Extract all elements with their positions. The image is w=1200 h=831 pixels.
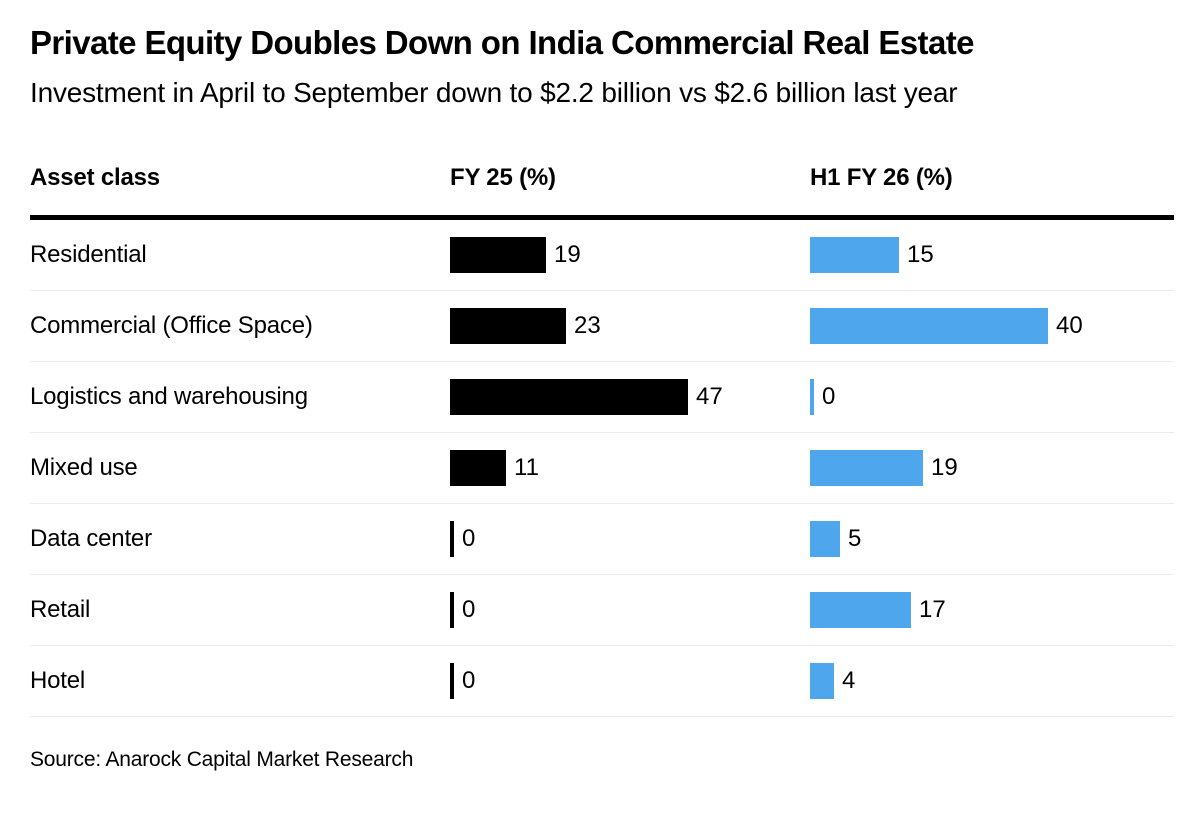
fy25-bar-cell: 19 xyxy=(450,237,810,274)
h1fy26-bar-cell: 4 xyxy=(810,663,1174,700)
h1fy26-value-label: 19 xyxy=(931,454,958,482)
table-row: Logistics and warehousing 47 0 xyxy=(30,362,1174,434)
h1fy26-value-label: 4 xyxy=(842,667,856,695)
h1fy26-bar xyxy=(810,379,814,416)
h1fy26-bar-cell: 15 xyxy=(810,237,1174,274)
h1fy26-value-label: 40 xyxy=(1056,312,1083,340)
h1fy26-value-label: 0 xyxy=(822,383,836,411)
h1fy26-bar-cell: 0 xyxy=(810,379,1174,416)
h1fy26-bar-cell: 17 xyxy=(810,592,1174,629)
fy25-bar-cell: 23 xyxy=(450,308,810,345)
column-header-h1fy26: H1 FY 26 (%) xyxy=(810,164,953,192)
fy25-bar xyxy=(450,379,688,416)
h1fy26-bar-cell: 5 xyxy=(810,521,1174,558)
h1fy26-value-label: 15 xyxy=(907,241,934,269)
h1fy26-bar-cell: 40 xyxy=(810,308,1174,345)
chart-subtitle: Investment in April to September down to… xyxy=(30,76,958,108)
table-row: Commercial (Office Space) 23 40 xyxy=(30,291,1174,363)
table-header-row: Asset class FY 25 (%) H1 FY 26 (%) xyxy=(30,164,1174,221)
fy25-value-label: 0 xyxy=(462,596,476,624)
asset-class-label: Logistics and warehousing xyxy=(30,383,308,411)
asset-class-label: Residential xyxy=(30,241,147,269)
source-note: Source: Anarock Capital Market Research xyxy=(30,748,414,772)
h1fy26-bar xyxy=(810,237,899,274)
fy25-bar-cell: 11 xyxy=(450,450,810,487)
fy25-value-label: 23 xyxy=(574,312,601,340)
fy25-value-label: 0 xyxy=(462,525,476,553)
h1fy26-bar xyxy=(810,592,911,629)
fy25-value-label: 11 xyxy=(514,454,539,482)
table-body: Residential 19 15 Commercial (Office Spa… xyxy=(30,220,1174,718)
table-row: Mixed use 11 19 xyxy=(30,433,1174,505)
h1fy26-bar xyxy=(810,521,840,558)
asset-class-label: Data center xyxy=(30,525,152,553)
fy25-bar-cell: 47 xyxy=(450,379,810,416)
bar-table: Asset class FY 25 (%) H1 FY 26 (%) Resid… xyxy=(30,164,1174,718)
h1fy26-bar xyxy=(810,308,1048,345)
table-row: Data center 0 5 xyxy=(30,504,1174,576)
fy25-bar xyxy=(450,521,454,558)
table-row: Retail 0 17 xyxy=(30,575,1174,647)
fy25-bar xyxy=(450,308,566,345)
fy25-bar xyxy=(450,663,454,700)
fy25-bar-cell: 0 xyxy=(450,663,810,700)
fy25-value-label: 47 xyxy=(696,383,723,411)
fy25-bar xyxy=(450,450,506,487)
h1fy26-value-label: 5 xyxy=(848,525,862,553)
asset-class-label: Retail xyxy=(30,596,91,624)
table-row: Hotel 0 4 xyxy=(30,646,1174,718)
h1fy26-bar-cell: 19 xyxy=(810,450,1174,487)
asset-class-label: Commercial (Office Space) xyxy=(30,312,313,340)
column-header-asset-class: Asset class xyxy=(30,164,160,192)
h1fy26-bar xyxy=(810,450,923,487)
asset-class-label: Hotel xyxy=(30,667,86,695)
fy25-bar xyxy=(450,592,454,629)
fy25-bar-cell: 0 xyxy=(450,521,810,558)
h1fy26-value-label: 17 xyxy=(919,596,946,624)
fy25-value-label: 19 xyxy=(554,241,581,269)
asset-class-label: Mixed use xyxy=(30,454,138,482)
fy25-value-label: 0 xyxy=(462,667,476,695)
h1fy26-bar xyxy=(810,663,834,700)
table-row: Residential 19 15 xyxy=(30,220,1174,292)
column-header-fy25: FY 25 (%) xyxy=(450,164,556,192)
chart-title: Private Equity Doubles Down on India Com… xyxy=(30,24,974,61)
fy25-bar xyxy=(450,237,546,274)
fy25-bar-cell: 0 xyxy=(450,592,810,629)
